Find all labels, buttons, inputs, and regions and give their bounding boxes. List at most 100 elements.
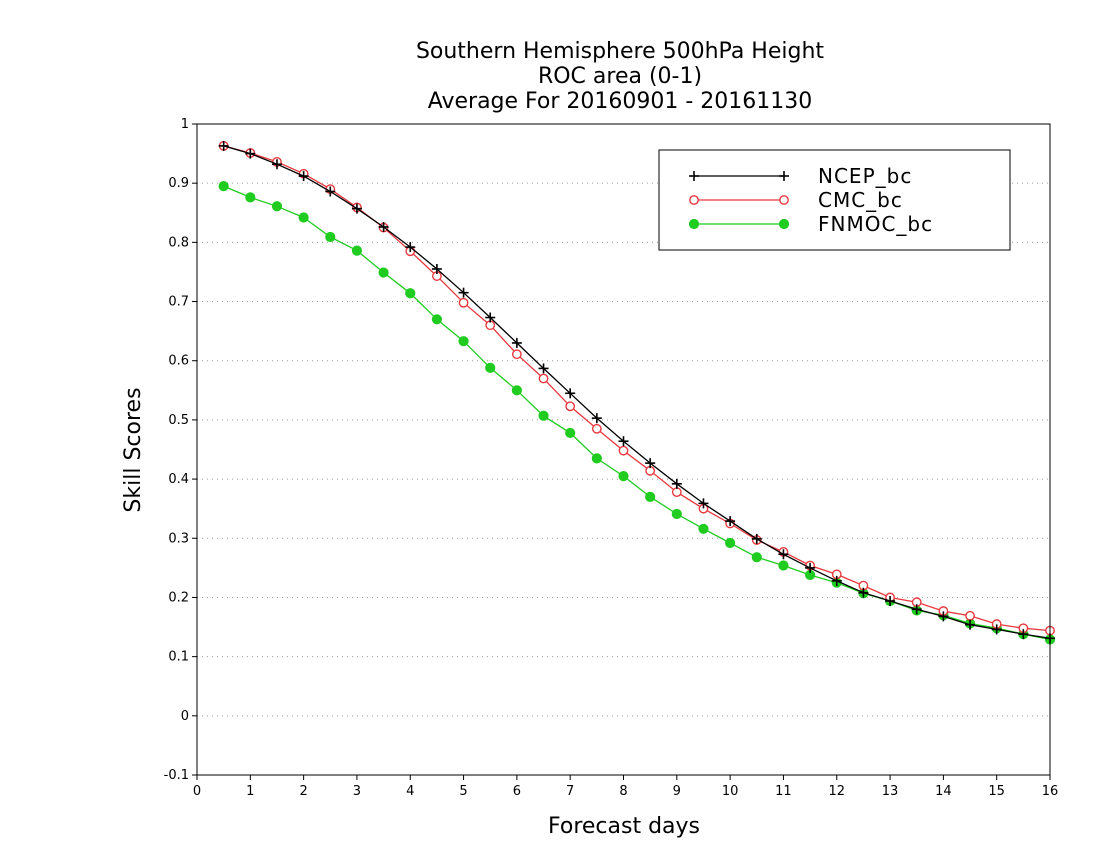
data-point-ncep-bc bbox=[325, 186, 336, 197]
x-tick-label: 13 bbox=[882, 784, 899, 799]
data-point-ncep-bc bbox=[778, 549, 789, 560]
data-point-cmc-bc bbox=[565, 401, 576, 412]
y-tick-label: 0.9 bbox=[168, 176, 189, 191]
y-tick-label: 0.4 bbox=[168, 472, 189, 487]
x-axis: 0 1 2 3 4 5 6 7 8 9 10 11 12 13 14 15 16 bbox=[193, 775, 1058, 799]
data-point-fnmoc-bc bbox=[351, 245, 363, 256]
data-point-fnmoc-bc bbox=[458, 336, 469, 347]
data-point-ncep-bc bbox=[805, 562, 816, 573]
x-axis-label: Forecast days bbox=[548, 814, 700, 839]
y-tick-label: 0.8 bbox=[168, 235, 189, 250]
x-tick-label: 5 bbox=[459, 784, 467, 799]
data-point-fnmoc-bc bbox=[698, 523, 709, 534]
data-point-fnmoc-bc bbox=[645, 491, 656, 502]
y-axis: -0.1 0 0.1 0.2 0.3 0.4 0.5 0.6 0.7 0.8 0.9 1 bbox=[164, 117, 197, 783]
legend-swatch-marker bbox=[779, 195, 789, 205]
data-point-ncep-bc bbox=[485, 312, 496, 323]
legend-swatch-marker bbox=[778, 218, 790, 230]
y-tick-label: 0.5 bbox=[168, 413, 189, 428]
chart-title: Southern Hemisphere 500hPa Height ROC ar… bbox=[416, 39, 824, 114]
data-point-cmc-bc bbox=[511, 349, 522, 360]
data-point-ncep-bc bbox=[458, 287, 469, 298]
legend-label: NCEP_bc bbox=[818, 164, 912, 188]
x-tick-label: 16 bbox=[1042, 784, 1059, 799]
series-fnmoc-bc bbox=[218, 181, 1056, 645]
data-point-fnmoc-bc bbox=[671, 508, 682, 520]
data-point-fnmoc-bc bbox=[751, 552, 762, 563]
data-point-fnmoc-bc bbox=[485, 362, 496, 373]
data-point-ncep-bc bbox=[725, 516, 736, 527]
legend-entry-cmc-bc: CMC_bc bbox=[689, 188, 903, 212]
data-point-ncep-bc bbox=[271, 159, 282, 170]
data-point-fnmoc-bc bbox=[271, 201, 283, 212]
data-point-fnmoc-bc bbox=[778, 560, 789, 571]
data-point-fnmoc-bc bbox=[591, 453, 602, 464]
x-tick-label: 12 bbox=[828, 784, 845, 799]
x-tick-label: 10 bbox=[722, 784, 739, 799]
data-point-ncep-bc bbox=[1018, 629, 1029, 640]
data-point-ncep-bc bbox=[218, 140, 229, 151]
data-point-ncep-bc bbox=[645, 458, 656, 469]
chart-title-line-1: Southern Hemisphere 500hPa Height bbox=[416, 39, 824, 64]
data-point-ncep-bc bbox=[351, 203, 362, 214]
data-point-ncep-bc bbox=[405, 242, 416, 253]
legend-entry-fnmoc-bc: FNMOC_bc bbox=[688, 212, 933, 236]
data-point-fnmoc-bc bbox=[298, 212, 309, 223]
legend-label: FNMOC_bc bbox=[818, 212, 933, 236]
data-point-cmc-bc bbox=[591, 423, 602, 434]
x-tick-label: 2 bbox=[299, 784, 307, 799]
data-point-ncep-bc bbox=[618, 436, 629, 447]
data-point-cmc-bc bbox=[458, 297, 469, 308]
data-point-ncep-bc bbox=[911, 604, 922, 615]
x-tick-label: 7 bbox=[566, 784, 574, 799]
data-point-ncep-bc bbox=[965, 619, 976, 630]
data-point-ncep-bc bbox=[885, 596, 896, 607]
data-point-cmc-bc bbox=[671, 487, 682, 498]
data-point-fnmoc-bc bbox=[725, 537, 736, 549]
data-point-fnmoc-bc bbox=[218, 181, 229, 192]
data-point-ncep-bc bbox=[698, 498, 709, 509]
chart-title-line-3: Average For 20160901 - 20161130 bbox=[428, 89, 813, 114]
data-point-ncep-bc bbox=[245, 148, 256, 159]
data-point-ncep-bc bbox=[858, 587, 869, 598]
data-point-ncep-bc bbox=[431, 263, 442, 274]
data-point-ncep-bc bbox=[511, 337, 522, 348]
legend-entry-ncep-bc: NCEP_bc bbox=[689, 164, 912, 188]
series-line-fnmoc-bc bbox=[223, 185, 1051, 641]
x-tick-label: 0 bbox=[193, 784, 201, 799]
data-point-fnmoc-bc bbox=[511, 385, 522, 396]
legend-swatch-marker bbox=[779, 171, 789, 181]
data-point-ncep-bc bbox=[671, 478, 682, 489]
x-tick-label: 9 bbox=[673, 784, 681, 799]
legend-swatch-marker bbox=[688, 218, 700, 230]
chart-title-line-2: ROC area (0-1) bbox=[538, 64, 702, 89]
x-tick-label: 15 bbox=[988, 784, 1005, 799]
y-tick-label: 0.1 bbox=[168, 650, 189, 665]
data-point-ncep-bc bbox=[991, 624, 1002, 635]
data-point-fnmoc-bc bbox=[538, 410, 549, 421]
data-point-cmc-bc bbox=[538, 373, 549, 384]
data-point-ncep-bc bbox=[538, 363, 549, 374]
data-point-fnmoc-bc bbox=[325, 231, 336, 243]
x-tick-label: 14 bbox=[935, 784, 952, 799]
data-point-fnmoc-bc bbox=[378, 267, 389, 278]
data-point-fnmoc-bc bbox=[431, 314, 443, 325]
x-tick-label: 8 bbox=[619, 784, 627, 799]
series-ncep-bc bbox=[218, 140, 1055, 644]
data-point-ncep-bc bbox=[831, 575, 842, 586]
x-tick-label: 4 bbox=[406, 784, 414, 799]
data-point-fnmoc-bc bbox=[565, 427, 576, 439]
y-tick-label: 0.2 bbox=[168, 590, 189, 605]
legend-label: CMC_bc bbox=[818, 188, 903, 212]
data-point-ncep-bc bbox=[565, 388, 576, 399]
data-point-ncep-bc bbox=[591, 413, 602, 424]
y-axis-label: Skill Scores bbox=[121, 387, 146, 512]
series-line-ncep-bc bbox=[223, 145, 1051, 639]
data-point-ncep-bc bbox=[751, 533, 762, 544]
data-point-ncep-bc bbox=[378, 221, 389, 232]
data-point-fnmoc-bc bbox=[405, 288, 416, 299]
y-tick-label: -0.1 bbox=[164, 768, 189, 783]
x-tick-label: 11 bbox=[775, 784, 792, 799]
